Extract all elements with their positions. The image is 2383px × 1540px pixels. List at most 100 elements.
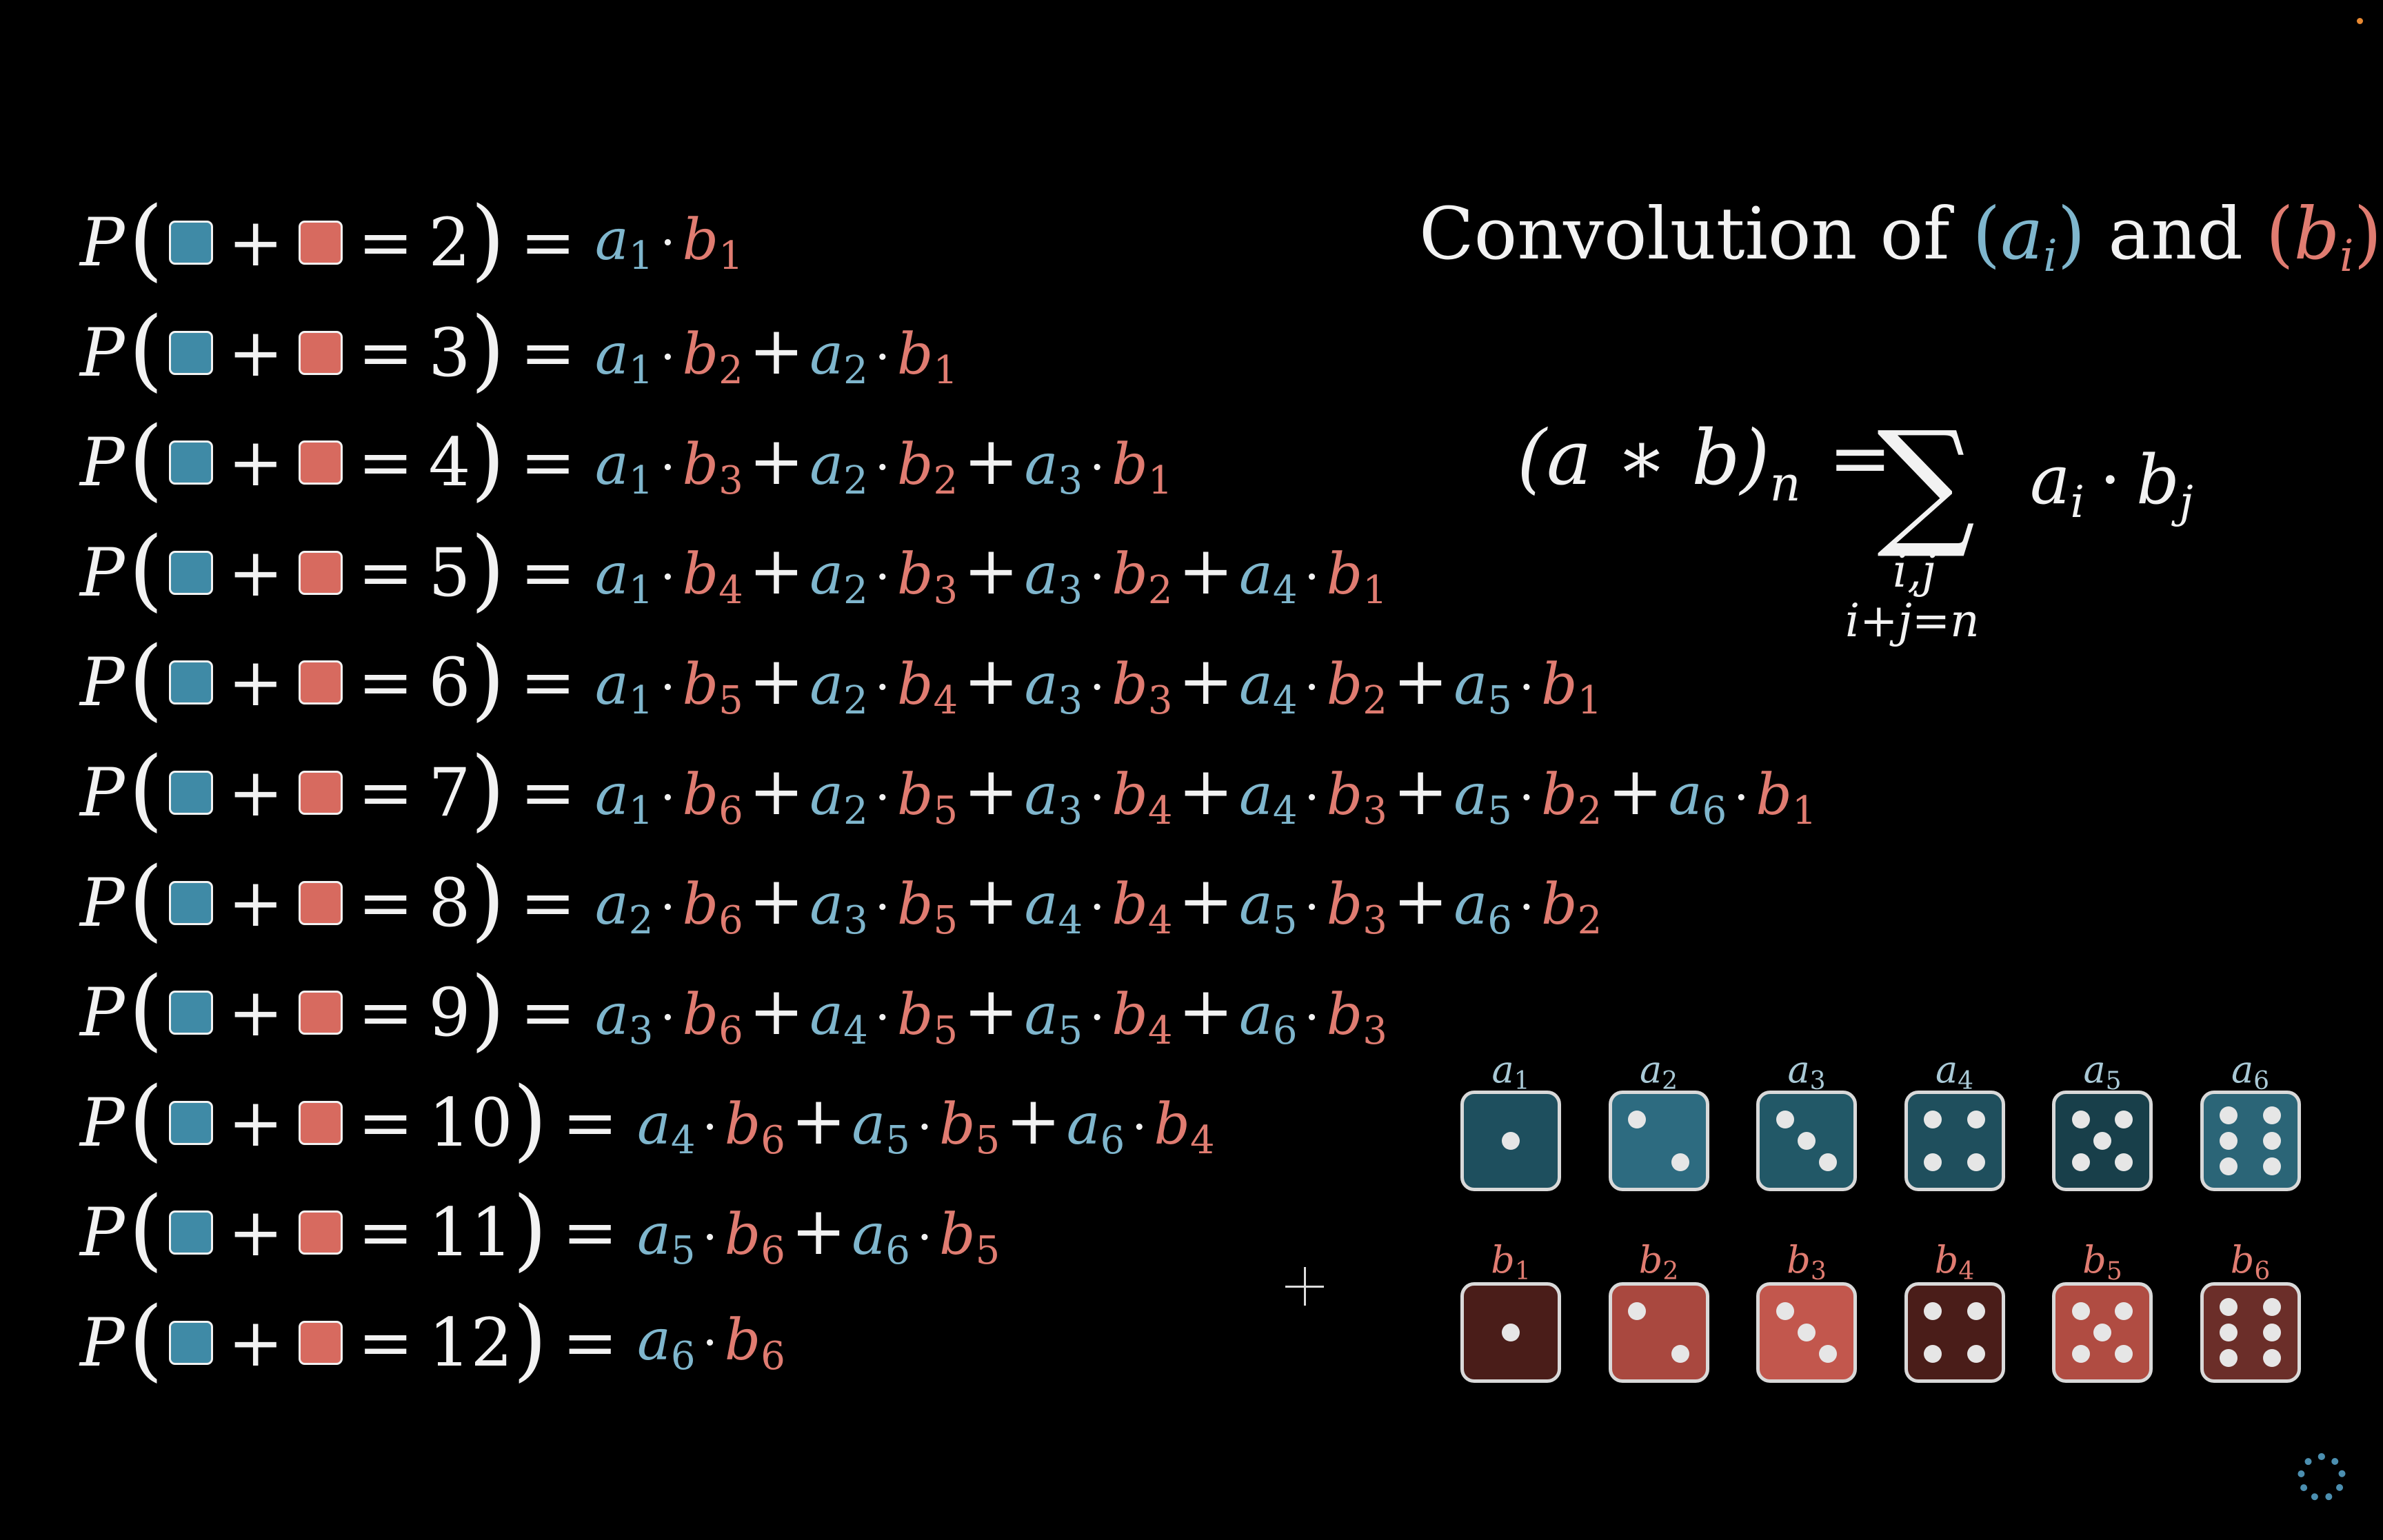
red-die-icon [298, 330, 343, 375]
dot-operator: · [874, 879, 891, 936]
convolution-formula-lhs: (a ∗ b)n = [1517, 414, 1892, 512]
blue-die-icon [168, 330, 213, 375]
product-term: a4 · b6 [637, 1092, 785, 1163]
dot-operator: · [1304, 658, 1320, 716]
dot-operator: · [916, 1099, 933, 1156]
b-variable: b6 [724, 1202, 785, 1273]
dot-operator: · [1518, 658, 1535, 716]
plus-sign: + [1392, 642, 1449, 720]
paren-open: ( [128, 848, 163, 951]
a-variable: a6 [1066, 1092, 1125, 1164]
equation-row: P(+ = 3) = a1 · b2 + a2 · b1 [80, 305, 958, 394]
b-die-label: b5 [2082, 1238, 2122, 1286]
equals-sign: = [357, 974, 414, 1052]
product-term: a1 · b6 [595, 762, 743, 833]
paren-open: ( [128, 188, 163, 291]
pip-icon [1967, 1110, 1985, 1128]
a-variable: a6 [852, 1202, 910, 1273]
b-variable: b5 [939, 1202, 1001, 1273]
plus-sign: + [1005, 1082, 1061, 1160]
blue-die-icon [168, 880, 213, 925]
equals-sign: = [520, 974, 576, 1052]
plus-sign: + [748, 752, 805, 830]
crosshair-cursor-icon [1285, 1267, 1324, 1306]
product-terms: a1 · b6 + a2 · b5 + a3 · b4 + a4 · b3 + a5 · b2 + a6 · b1 [595, 753, 1817, 833]
a-variable: a4 [810, 982, 868, 1053]
pip-icon [2220, 1298, 2238, 1317]
a-variable: a5 [1238, 872, 1298, 944]
pip-icon [2115, 1345, 2133, 1364]
a-variable: a6 [1238, 982, 1298, 1053]
paren-open: ( [128, 408, 163, 511]
equals-sign: = [357, 1304, 414, 1381]
b-variable: b4 [682, 542, 743, 614]
product-terms: a3 · b6 + a4 · b5 + a5 · b4 + a6 · b3 [595, 973, 1387, 1053]
plus-sign: + [963, 972, 1019, 1050]
a-die-face-1 [1460, 1091, 1561, 1191]
paren-open: ( [128, 1178, 163, 1281]
probability-symbol: P [80, 534, 125, 611]
a-die-label: a3 [1787, 1048, 1826, 1095]
pip-icon [1819, 1345, 1838, 1364]
pip-icon [2115, 1110, 2133, 1128]
equals-sign: = [520, 754, 576, 831]
a-variable: a5 [636, 1202, 696, 1273]
plus-sign: + [963, 642, 1019, 720]
paren-open: ( [128, 1068, 163, 1171]
pip-icon [1798, 1324, 1816, 1341]
dot-operator: · [1089, 879, 1105, 936]
summand: ai · bj [2030, 441, 2193, 528]
pip-icon [1967, 1345, 1985, 1364]
equation-row: P(+ = 8) = a2 · b6 + a3 · b5 + a4 · b4 + a5 · b3 + a6 · b2 [80, 855, 1602, 944]
b-variable: b4 [1112, 872, 1173, 944]
b-variable: b3 [682, 432, 743, 503]
a-die-face-3 [1756, 1091, 1857, 1191]
pip-icon [2093, 1324, 2111, 1341]
dot-operator: · [702, 1099, 718, 1156]
a-die-face-2 [1608, 1091, 1709, 1191]
equation-row: P(+ = 6) = a1 · b5 + a2 · b4 + a3 · b3 + a4 · b2 + a5 · b1 [80, 636, 1602, 724]
dot-operator: · [660, 329, 676, 386]
title-b-sequence: (bi) [2265, 192, 2382, 282]
pip-icon [2262, 1106, 2281, 1125]
b-die-face-5 [2052, 1282, 2153, 1383]
sum-condition-label: i+j=n [1845, 594, 1980, 647]
sum-value: 8 [428, 864, 471, 942]
sum-value: 6 [428, 644, 471, 722]
equation-row: P(+ = 10) = a4 · b6 + a5 · b5 + a6 · b4 [80, 1075, 1215, 1164]
pip-icon [1776, 1301, 1794, 1320]
a-variable: a6 [636, 1307, 696, 1379]
a-variable: a2 [810, 322, 868, 394]
paren-open: ( [128, 738, 163, 841]
pip-icon [2220, 1324, 2238, 1341]
dot-operator: · [874, 438, 891, 496]
dot-operator: · [660, 658, 676, 716]
dot-operator: · [1089, 658, 1105, 716]
b-variable: b2 [1112, 542, 1173, 614]
equals-sign: = [357, 1084, 414, 1162]
a-die-face-4 [1904, 1091, 2005, 1191]
pip-icon [2262, 1298, 2281, 1317]
a-variable: a2 [810, 762, 868, 833]
dot-operator: · [1089, 769, 1105, 826]
b-die-label: b6 [2230, 1238, 2271, 1286]
equals-sign: = [357, 424, 414, 502]
b-die-face-3 [1756, 1282, 1857, 1383]
product-term: a5 · b3 [1239, 872, 1387, 943]
b-die-face-1 [1460, 1282, 1561, 1383]
plus-sign: + [228, 534, 283, 611]
a-variable: a6 [1668, 762, 1727, 833]
equals-sign: = [562, 1084, 618, 1162]
pip-icon [1924, 1110, 1942, 1128]
sum-value: 7 [428, 754, 471, 831]
a-die-face-5 [2052, 1091, 2153, 1191]
plus-sign: + [790, 1192, 847, 1270]
probability-symbol: P [80, 1084, 125, 1162]
a-variable: a1 [594, 651, 654, 723]
a-variable: a3 [1024, 762, 1083, 833]
product-term: a4 · b2 [1239, 652, 1387, 723]
plus-sign: + [1392, 752, 1449, 830]
a-variable: a4 [1024, 872, 1083, 944]
product-term: a4 · b3 [1239, 762, 1387, 833]
red-die-icon [298, 440, 343, 485]
